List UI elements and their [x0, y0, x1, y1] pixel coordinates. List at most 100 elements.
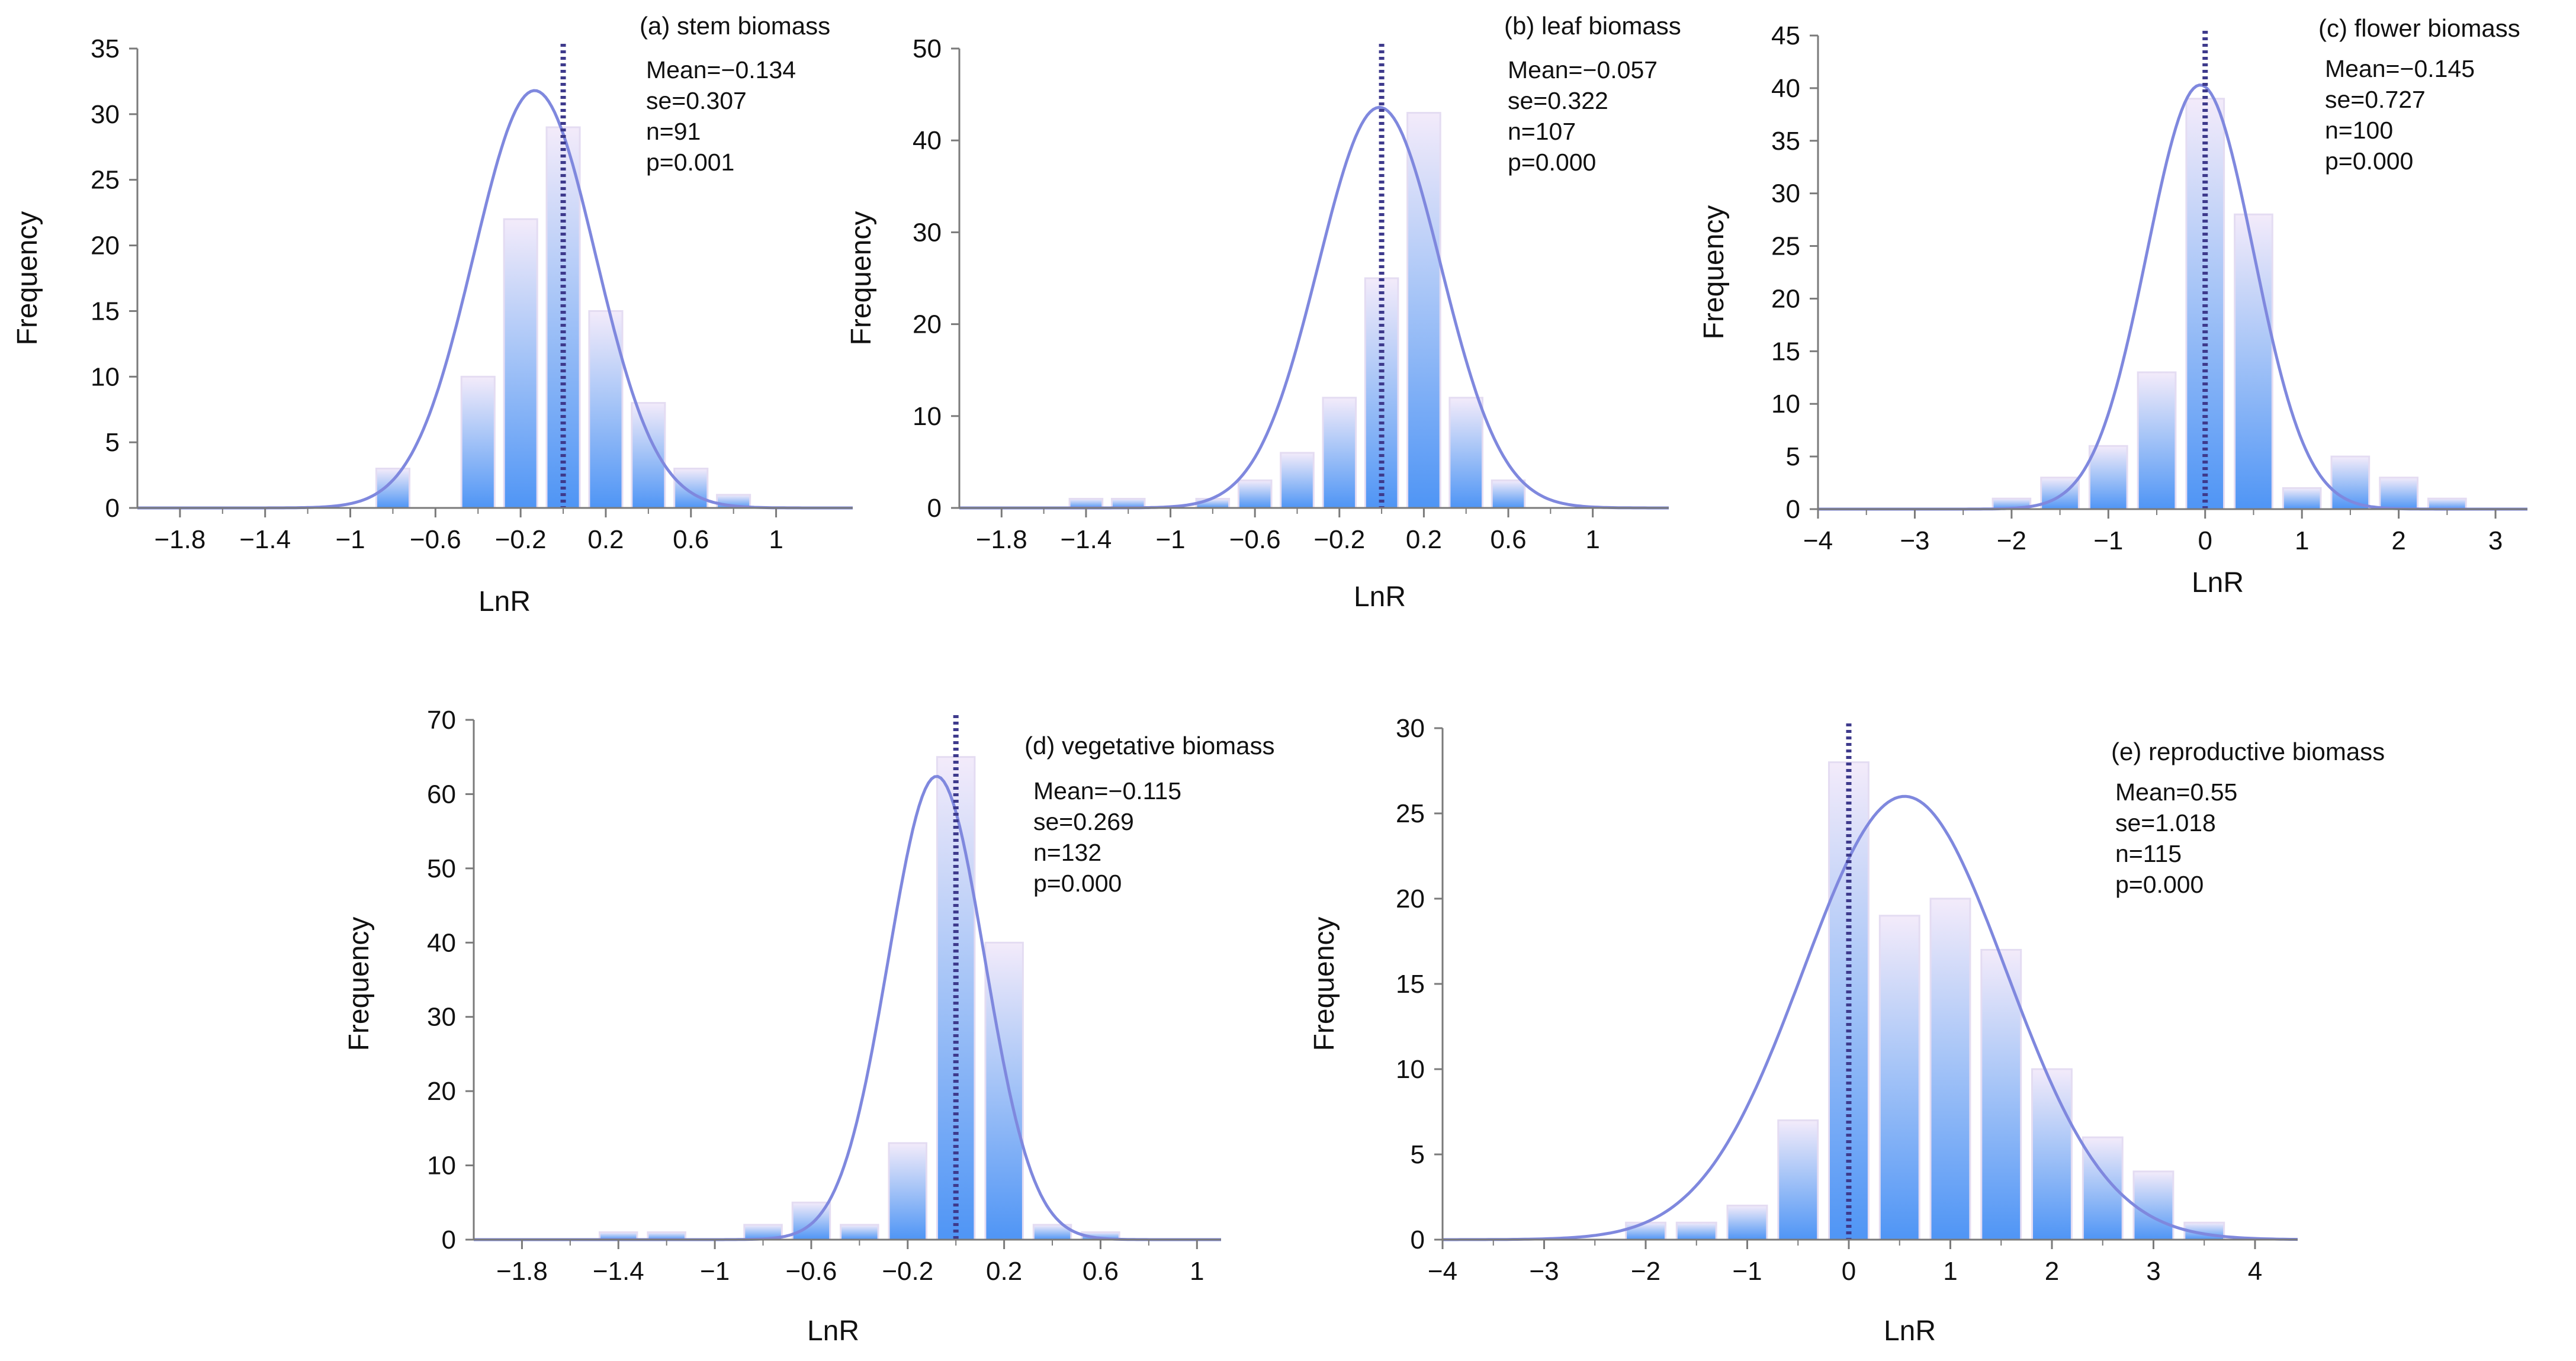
- x-tick-label: −3: [1900, 526, 1929, 555]
- x-tick-label: 1: [769, 525, 783, 554]
- stat-mean: Mean=−0.145: [2325, 55, 2475, 82]
- y-tick-label: 20: [1396, 884, 1425, 913]
- histogram-bar: [1929, 897, 1971, 1241]
- histogram-bar: [1777, 1119, 1819, 1241]
- x-tick-label: −1: [700, 1257, 730, 1286]
- stat-p: p=0.000: [1508, 149, 1596, 176]
- histogram-bar: [503, 218, 538, 509]
- x-tick-label: 0.6: [1490, 525, 1526, 554]
- histogram-bar: [2040, 477, 2080, 510]
- x-tick-label: −0.2: [882, 1257, 933, 1286]
- histogram-bar: [1726, 1204, 1768, 1241]
- histogram-bar: [1322, 397, 1357, 509]
- y-tick-label: 50: [913, 34, 942, 63]
- histogram-bar: [1675, 1221, 1717, 1241]
- y-axis-title: Frequency: [12, 211, 43, 346]
- histogram-bars: [375, 126, 751, 509]
- y-tick-label: 0: [1411, 1225, 1425, 1254]
- stat-mean: Mean=0.55: [2115, 778, 2237, 806]
- histogram-bar: [2088, 445, 2128, 510]
- y-tick-label: 15: [1396, 970, 1425, 999]
- x-axis-title: LnR: [1884, 1315, 1936, 1347]
- histogram-bar: [2379, 477, 2419, 510]
- y-axis-title: Frequency: [1309, 917, 1340, 1051]
- x-tick-label: −0.2: [495, 525, 547, 554]
- stat-n: n=132: [1033, 839, 1101, 866]
- y-axis-title: Frequency: [1698, 205, 1730, 340]
- histogram-bar: [1491, 479, 1526, 509]
- histogram-bar: [1448, 397, 1483, 509]
- x-axis-title: LnR: [2192, 567, 2244, 599]
- x-tick-label: −0.2: [1313, 525, 1365, 554]
- normal-curve: [1443, 794, 2298, 1241]
- stat-p: p=0.000: [1033, 870, 1122, 897]
- histogram-bar: [2234, 213, 2273, 510]
- y-tick-label: 15: [1771, 337, 1800, 366]
- panel-title: (b) leaf biomass: [1504, 12, 1681, 40]
- y-tick-label: 25: [91, 166, 120, 195]
- histogram-bar: [1406, 112, 1441, 509]
- stat-p: p=0.000: [2325, 147, 2413, 175]
- x-tick-label: −1: [1732, 1257, 1762, 1286]
- stat-se: se=0.727: [2325, 86, 2426, 113]
- x-tick-label: −1: [335, 525, 365, 554]
- histogram-bar: [1237, 479, 1273, 509]
- y-tick-label: 10: [1771, 390, 1800, 419]
- x-tick-label: 1: [1943, 1257, 1957, 1286]
- histogram-bar: [2132, 1170, 2174, 1241]
- stat-n: n=100: [2325, 117, 2393, 144]
- stat-n: n=91: [646, 118, 701, 145]
- histogram-bar: [2282, 487, 2322, 510]
- histogram-bar: [2427, 497, 2467, 510]
- y-tick-label: 50: [427, 854, 456, 883]
- histogram-bar: [375, 468, 411, 509]
- x-tick-label: −4: [1428, 1257, 1457, 1286]
- x-tick-label: −0.6: [410, 525, 461, 554]
- y-tick-label: 60: [427, 780, 456, 809]
- y-tick-label: 10: [91, 362, 120, 391]
- x-tick-label: −1.4: [1060, 525, 1112, 554]
- x-tick-label: 2: [2045, 1257, 2059, 1286]
- histogram-bar: [2185, 98, 2225, 510]
- y-tick-label: 0: [927, 494, 942, 523]
- x-tick-label: 0.6: [1083, 1257, 1119, 1286]
- y-tick-label: 25: [1396, 799, 1425, 828]
- x-tick-label: −3: [1529, 1257, 1559, 1286]
- x-tick-label: −0.6: [785, 1257, 837, 1286]
- y-axis-title: Frequency: [343, 917, 375, 1051]
- y-tick-label: 0: [105, 494, 120, 523]
- x-tick-label: 0.2: [587, 525, 624, 554]
- histogram-bar: [1878, 915, 1920, 1241]
- x-tick-label: −2: [1997, 526, 2026, 555]
- y-tick-label: 10: [913, 402, 942, 431]
- axes: −4 −3 −2 −1 0 1 2 3 4 0 5 10 15 20 25 30: [1396, 714, 2298, 1286]
- panel-title: (e) reproductive biomass: [2111, 738, 2385, 765]
- x-tick-label: −1.8: [496, 1257, 548, 1286]
- x-tick-label: −4: [1803, 526, 1833, 555]
- y-tick-label: 5: [1786, 442, 1800, 471]
- histogram-bars: [1068, 112, 1526, 509]
- x-tick-label: 0.6: [673, 525, 709, 554]
- y-tick-label: 45: [1771, 21, 1800, 50]
- stat-se: se=1.018: [2115, 809, 2216, 836]
- histogram-bar: [1280, 452, 1315, 509]
- y-tick-label: 30: [913, 218, 942, 247]
- x-tick-label: 4: [2248, 1257, 2262, 1286]
- y-tick-label: 20: [913, 310, 942, 339]
- x-tick-label: −1.8: [154, 525, 205, 554]
- y-tick-label: 20: [1771, 284, 1800, 313]
- y-tick-label: 10: [427, 1151, 456, 1180]
- histogram-bars: [1625, 761, 2225, 1241]
- histogram-bar: [673, 468, 709, 509]
- y-tick-label: 10: [1396, 1055, 1425, 1084]
- x-tick-label: −1.4: [593, 1257, 644, 1286]
- x-axis-title: LnR: [807, 1315, 859, 1347]
- stat-mean: Mean=−0.057: [1508, 56, 1658, 83]
- y-tick-label: 70: [427, 706, 456, 735]
- y-tick-label: 30: [91, 100, 120, 129]
- panel-title: (c) flower biomass: [2318, 14, 2520, 42]
